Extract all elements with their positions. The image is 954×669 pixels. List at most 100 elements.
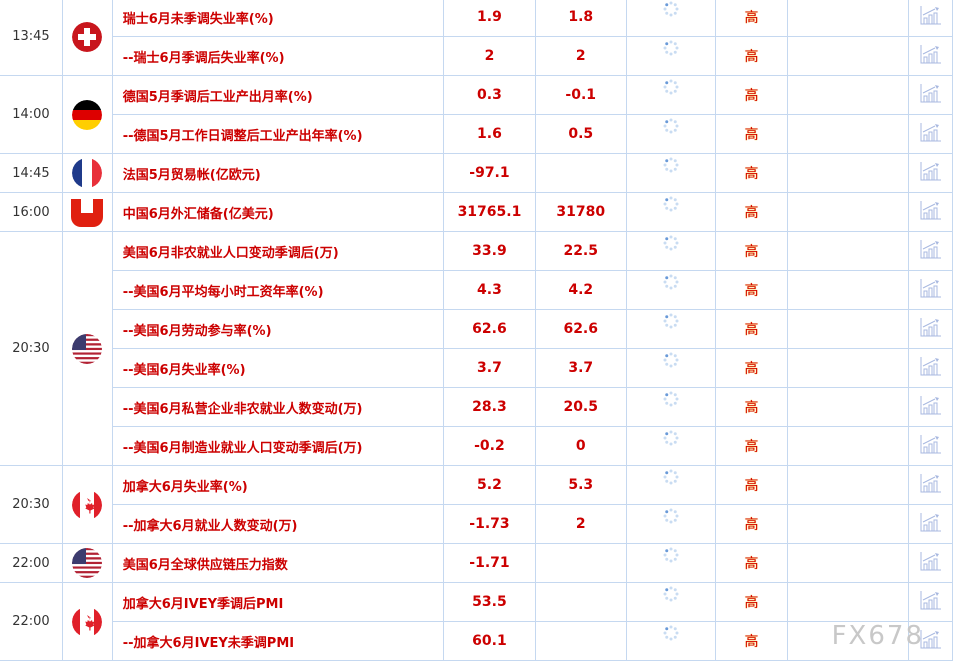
previous-value: 53.5: [443, 582, 536, 622]
indicator-name[interactable]: 加拿大6月失业率(%): [111, 465, 445, 505]
interpretation-cell: [786, 192, 910, 232]
chart-link[interactable]: [908, 36, 953, 76]
forecast-value: 31780: [534, 192, 627, 232]
indicator-name[interactable]: --德国5月工作日调整后工业产出年率(%): [111, 114, 445, 154]
chart-icon[interactable]: [920, 200, 942, 224]
forecast-value: 0: [534, 426, 627, 466]
chart-link[interactable]: [908, 465, 953, 505]
chart-icon[interactable]: [920, 434, 942, 458]
indicator-name[interactable]: 法国5月贸易帐(亿欧元): [111, 153, 445, 193]
flag-cell: [61, 543, 113, 583]
importance-badge: 高: [715, 0, 788, 37]
chart-link[interactable]: [908, 387, 953, 427]
loading-spinner-icon: [663, 235, 679, 261]
chart-icon[interactable]: [920, 44, 942, 68]
chart-icon[interactable]: [920, 83, 942, 107]
table-row: 22:00 加拿大6月IVEY季调后PMI 53.5 高: [0, 582, 953, 661]
actual-value-pending: [625, 348, 717, 388]
chart-icon[interactable]: [920, 239, 942, 263]
chart-link[interactable]: [908, 348, 953, 388]
forecast-value: 20.5: [534, 387, 627, 427]
table-row: --美国6月平均每小时工资年率(%) 4.3 4.2 高: [0, 270, 953, 310]
importance-badge: 高: [715, 348, 788, 388]
previous-value: -1.73: [443, 504, 536, 544]
france-flag-icon: [72, 158, 103, 188]
chart-icon[interactable]: [920, 473, 942, 497]
indicator-name[interactable]: --加拿大6月就业人数变动(万): [111, 504, 445, 544]
chart-icon[interactable]: [920, 551, 942, 575]
indicator-name[interactable]: --美国6月制造业就业人口变动季调后(万): [111, 426, 445, 466]
chart-link[interactable]: [908, 114, 953, 154]
event-time: 14:45: [0, 153, 63, 193]
indicator-name[interactable]: --瑞士6月季调后失业率(%): [111, 36, 445, 76]
forecast-value: 0.5: [534, 114, 627, 154]
loading-spinner-icon: [663, 586, 679, 612]
flag-cell: [61, 231, 113, 466]
indicator-name[interactable]: --美国6月劳动参与率(%): [111, 309, 445, 349]
chart-link[interactable]: [908, 75, 953, 115]
chart-link[interactable]: [908, 426, 953, 466]
previous-value: 4.3: [443, 270, 536, 310]
table-row: 14:00 德国5月季调后工业产出月率(%) 0.3 -0.1 高: [0, 75, 953, 154]
chart-link[interactable]: [908, 192, 953, 232]
importance-badge: 高: [715, 543, 788, 583]
importance-badge: 高: [715, 36, 788, 76]
chart-icon[interactable]: [920, 5, 942, 29]
chart-link[interactable]: [908, 621, 953, 661]
indicator-name[interactable]: --美国6月私营企业非农就业人数变动(万): [111, 387, 445, 427]
actual-value-pending: [625, 309, 717, 349]
previous-value: 28.3: [443, 387, 536, 427]
indicator-name[interactable]: --美国6月失业率(%): [111, 348, 445, 388]
indicator-name[interactable]: 加拿大6月IVEY季调后PMI: [111, 582, 445, 622]
indicator-name[interactable]: --美国6月平均每小时工资年率(%): [111, 270, 445, 310]
chart-icon[interactable]: [920, 161, 942, 185]
chart-link[interactable]: [908, 153, 953, 193]
indicator-name[interactable]: --加拿大6月IVEY未季调PMI: [111, 621, 445, 661]
indicator-name[interactable]: 德国5月季调后工业产出月率(%): [111, 75, 445, 115]
importance-badge: 高: [715, 504, 788, 544]
chart-icon[interactable]: [920, 512, 942, 536]
chart-icon[interactable]: [920, 317, 942, 341]
previous-value: 0.3: [443, 75, 536, 115]
loading-spinner-icon: [663, 118, 679, 144]
chart-link[interactable]: [908, 504, 953, 544]
indicator-name[interactable]: 中国6月外汇储备(亿美元): [111, 192, 445, 232]
chart-icon[interactable]: [920, 122, 942, 146]
chart-link[interactable]: [908, 0, 953, 37]
chart-link[interactable]: [908, 231, 953, 271]
importance-badge: 高: [715, 75, 788, 115]
previous-value: 1.9: [443, 0, 536, 37]
loading-spinner-icon: [663, 79, 679, 105]
chart-link[interactable]: [908, 270, 953, 310]
previous-value: -0.2: [443, 426, 536, 466]
importance-badge: 高: [715, 621, 788, 661]
chart-link[interactable]: [908, 309, 953, 349]
actual-value-pending: [625, 0, 717, 37]
loading-spinner-icon: [663, 547, 679, 573]
table-row: --瑞士6月季调后失业率(%) 2 2 高: [0, 36, 953, 76]
chart-icon[interactable]: [920, 590, 942, 614]
indicator-name[interactable]: 瑞士6月未季调失业率(%): [111, 0, 445, 37]
previous-value: 62.6: [443, 309, 536, 349]
indicator-name[interactable]: 美国6月全球供应链压力指数: [111, 543, 445, 583]
interpretation-cell: [786, 153, 910, 193]
forecast-value: -0.1: [534, 75, 627, 115]
interpretation-cell: [786, 36, 910, 76]
actual-value-pending: [625, 621, 717, 661]
chart-icon[interactable]: [920, 356, 942, 380]
chart-icon[interactable]: [920, 395, 942, 419]
event-time: 20:30: [0, 231, 63, 466]
table-row: 20:30 美国6月非农就业人口变动季调后(万) 33.9 22.5 高: [0, 231, 953, 466]
chart-link[interactable]: [908, 582, 953, 622]
importance-badge: 高: [715, 582, 788, 622]
previous-value: 2: [443, 36, 536, 76]
indicator-name[interactable]: 美国6月非农就业人口变动季调后(万): [111, 231, 445, 271]
interpretation-cell: [786, 543, 910, 583]
chart-link[interactable]: [908, 543, 953, 583]
table-row: 16:00 中国6月外汇储备(亿美元) 31765.1 31780 高: [0, 192, 953, 232]
chart-icon[interactable]: [920, 629, 942, 653]
importance-badge: 高: [715, 465, 788, 505]
chart-icon[interactable]: [920, 278, 942, 302]
loading-spinner-icon: [663, 157, 679, 183]
actual-value-pending: [625, 387, 717, 427]
